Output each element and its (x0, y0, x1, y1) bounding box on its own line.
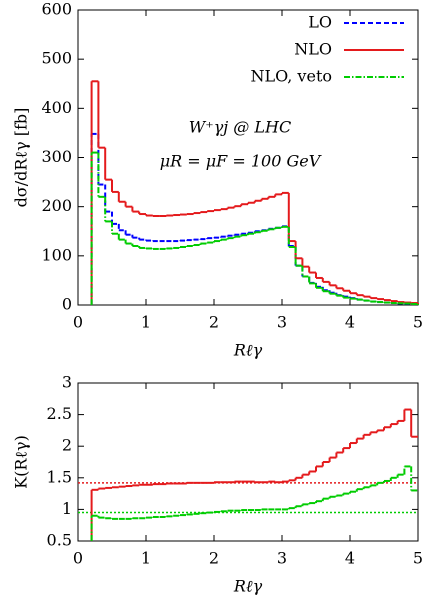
legend-label: NLO (294, 40, 332, 59)
legend-label: LO (308, 13, 332, 32)
annotation: W⁺γj @ LHC (189, 118, 291, 137)
x-tick-label: 4 (345, 549, 355, 568)
x-axis-label: Rℓγ (233, 577, 263, 596)
x-tick-label: 2 (209, 549, 219, 568)
annotation: μR = μF = 100 GeV (160, 152, 322, 171)
x-tick-label: 0 (73, 313, 83, 332)
x-tick-label: 3 (277, 313, 287, 332)
y-tick-label: 100 (41, 245, 72, 264)
y-tick-label: 500 (41, 49, 72, 68)
y-tick-label: 1.5 (47, 467, 72, 486)
x-tick-label: 0 (73, 549, 83, 568)
x-tick-label: 4 (345, 313, 355, 332)
y-axis-label: dσ/dRℓγ [fb] (12, 108, 31, 208)
y-tick-label: 200 (41, 196, 72, 215)
legend-label: NLO, veto (250, 67, 332, 86)
y-tick-label: 0 (62, 295, 72, 314)
x-tick-label: 3 (277, 549, 287, 568)
y-tick-label: 3 (62, 373, 72, 392)
y-tick-label: 2 (62, 436, 72, 455)
x-tick-label: 5 (413, 313, 423, 332)
x-tick-label: 2 (209, 313, 219, 332)
y-tick-label: 0.5 (47, 531, 72, 550)
x-axis-label: Rℓγ (233, 341, 263, 360)
y-tick-label: 400 (41, 98, 72, 117)
x-tick-label: 1 (141, 549, 151, 568)
y-tick-label: 600 (41, 0, 72, 19)
x-tick-label: 5 (413, 549, 423, 568)
y-axis-label: K(Rℓγ) (12, 435, 31, 489)
x-tick-label: 1 (141, 313, 151, 332)
y-tick-label: 2.5 (47, 404, 72, 423)
plot-frame (77, 382, 419, 542)
y-tick-label: 300 (41, 147, 72, 166)
y-tick-label: 1 (62, 499, 72, 518)
